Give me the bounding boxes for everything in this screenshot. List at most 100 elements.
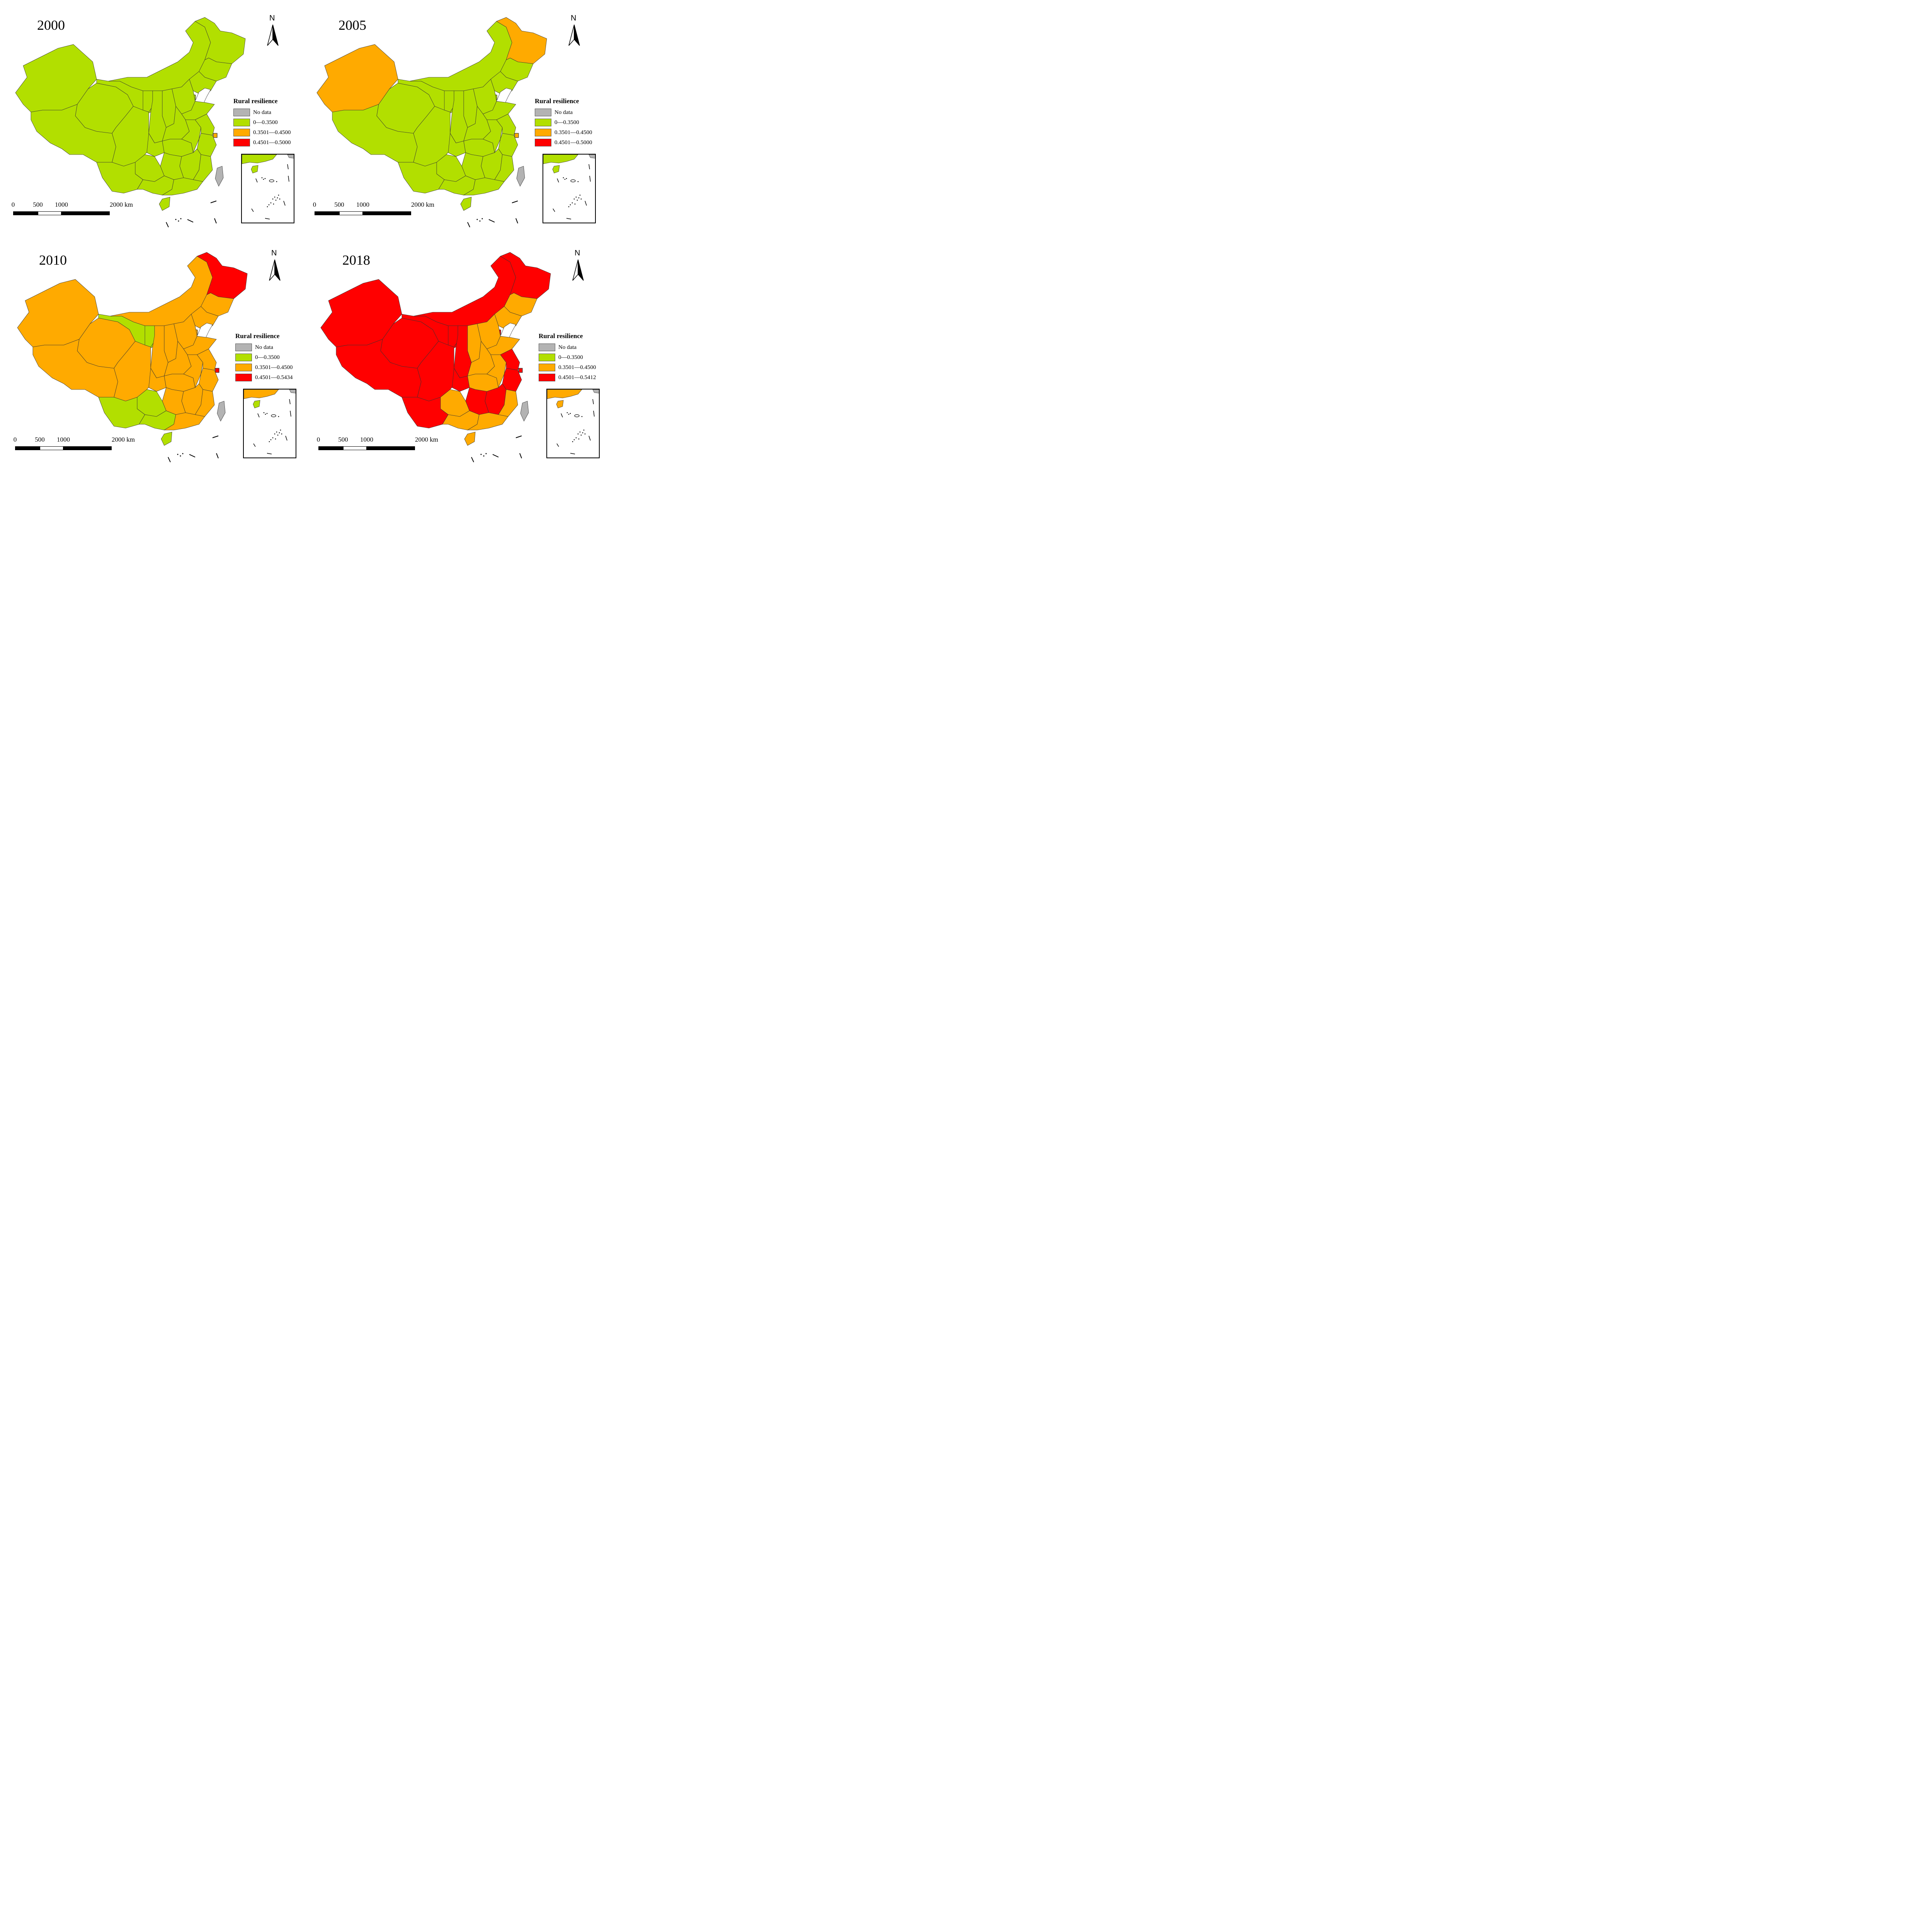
legend-label: 0.3501—0.4500 [558,364,596,371]
region-shanghai [514,133,519,138]
legend-item: 0.4501—0.5434 [235,372,304,383]
legend-swatch [535,119,551,126]
scale-bar: 0 500 1000 2000 km [317,436,438,451]
region-ningxia [143,90,153,112]
scale-segment [61,211,110,215]
region-taiwan [217,401,226,422]
legend-item: 0.3501—0.4500 [235,362,304,372]
scale-segment [339,211,363,215]
boundary-dash [168,457,171,463]
legend-label: 0—0.3500 [255,354,280,361]
map-panel-2000: 2000 N Rural resilience No data 0—0.3500 0.35… [0,0,302,234]
bohai-sea [500,323,516,338]
legend-item: No data [539,342,607,352]
island-dot [481,218,483,219]
legend-item: 0.4501—0.5412 [539,372,607,383]
legend-label: No data [255,344,274,350]
scale-label: 500 [334,201,344,208]
boundary-dash [467,222,470,228]
legend-title: Rural resilience [539,332,583,340]
island-dot [180,455,181,457]
scale-label: 2000 km [415,436,438,443]
region-taiwan [215,166,224,187]
region-ningxia [145,325,155,347]
legend-item: 0—0.3500 [233,117,302,128]
region-ningxia [444,90,454,112]
scale-bar: 0 500 1000 2000 km [13,436,135,451]
south-china-sea-inset [243,389,296,458]
legend-item: No data [535,107,604,117]
legend-swatch [233,119,250,126]
island-dot [483,455,485,457]
bohai-sea [496,88,512,103]
boundary-dash [515,218,518,224]
region-guangdong [162,177,203,196]
map-legend: Rural resilience No data 0—0.3500 0.3501—0.… [233,97,302,148]
boundary-dash [187,219,194,223]
legend-label: 0.4501—0.5000 [554,139,592,146]
legend-label: 0.3501—0.4500 [253,129,291,136]
legend-swatch [539,344,555,351]
boundary-dash [212,435,219,438]
map-legend: Rural resilience No data 0—0.3500 0.3501—0.… [539,332,607,383]
boundary-dash [189,454,196,457]
region-hainan [464,432,476,446]
scale-segment [13,211,38,215]
map-panel-2010: 2010 N Rural resilience No data 0—0.3500 0.35… [2,235,304,469]
region-heilongjiang [496,17,547,64]
boundary-dash [166,222,169,228]
region-heilongjiang [197,252,248,299]
region-heilongjiang [500,252,551,299]
boundary-dash [216,453,219,459]
scale-segment [367,446,415,450]
scale-label: 0 [13,436,17,443]
legend-label: 0.3501—0.4500 [554,129,592,136]
island-dot [178,220,179,222]
bohai-sea [197,323,213,338]
legend-label: No data [253,109,272,116]
boundary-dash [519,453,522,459]
north-arrow-icon: N [266,14,280,49]
region-liaoning [189,71,217,95]
region-guangdong [163,412,205,430]
china-map [17,252,248,463]
island-dot [480,454,482,455]
legend-label: 0.3501—0.4500 [255,364,293,371]
region-liaoning [191,306,219,330]
legend-swatch [535,129,551,136]
legend-label: 0—0.3500 [558,354,583,361]
legend-item: 0—0.3500 [235,352,304,362]
north-arrow-icon: N [567,14,581,49]
region-heilongjiang [195,17,246,64]
boundary-dash [492,454,499,457]
region-hainan [159,197,170,211]
legend-label: 0.4501—0.5412 [558,374,596,381]
legend-swatch [539,354,555,361]
south-china-sea-inset [546,389,600,458]
scale-segment [363,211,411,215]
scale-segment [38,211,61,215]
region-guangdong [463,177,505,196]
scale-label: 0 [313,201,316,208]
legend-item: 0—0.3500 [535,117,604,128]
legend-swatch [539,364,555,371]
legend-title: Rural resilience [535,97,579,105]
island-dot [177,454,179,455]
scale-label: 1000 [57,436,70,443]
scale-label: 2000 km [112,436,135,443]
boundary-dash [512,201,518,203]
china-map [320,252,551,463]
scale-label: 500 [35,436,45,443]
region-taiwan [520,401,529,422]
island-dot [180,218,182,219]
north-label: N [269,14,275,22]
region-shanghai [215,368,219,373]
island-dot [485,453,487,454]
legend-label: 0—0.3500 [554,119,579,126]
legend-swatch [235,354,252,361]
region-hainan [460,197,472,211]
north-label: N [571,14,577,22]
scale-label: 2000 km [411,201,434,208]
region-hainan [161,432,172,446]
legend-item: 0.4501—0.5000 [233,138,302,148]
